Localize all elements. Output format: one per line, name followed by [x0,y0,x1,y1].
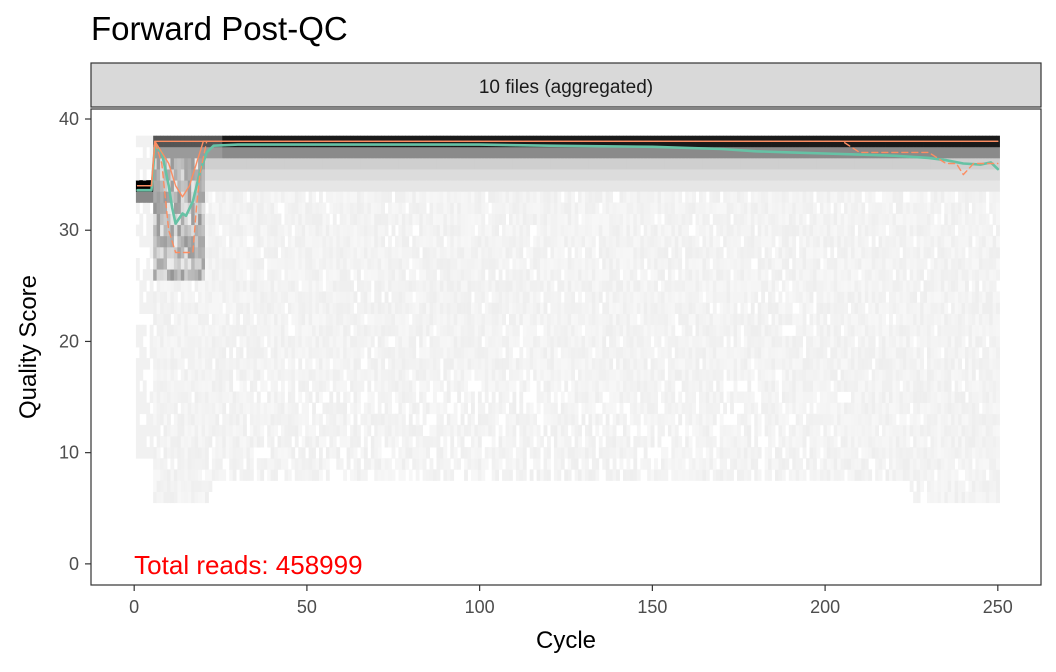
y-tick-label: 0 [69,554,79,574]
y-tick-label: 30 [59,220,79,240]
x-tick-label: 0 [129,597,139,617]
y-tick-label: 40 [59,109,79,129]
x-tick-label: 200 [810,597,840,617]
panel-border [90,108,1042,586]
x-tick-label: 100 [465,597,495,617]
line-q25 [136,140,999,254]
facet-label: 10 files (aggregated) [479,77,653,98]
chart-title: Forward Post-QC [91,10,348,47]
line-mean [136,143,1000,225]
x-tick-label: 150 [637,597,667,617]
x-axis-title: Cycle [536,627,596,654]
y-tick-label: 10 [59,443,79,463]
y-tick-label: 20 [59,331,79,351]
line-q75 [136,140,999,187]
heatmap-layer [135,135,1000,504]
facet-strip [90,62,1042,108]
total-reads-annotation: Total reads: 458999 [134,550,362,580]
x-tick-label: 250 [983,597,1013,617]
x-tick-label: 50 [297,597,317,617]
quality-lines [136,140,1000,254]
y-axis-title: Quality Score [15,275,42,419]
